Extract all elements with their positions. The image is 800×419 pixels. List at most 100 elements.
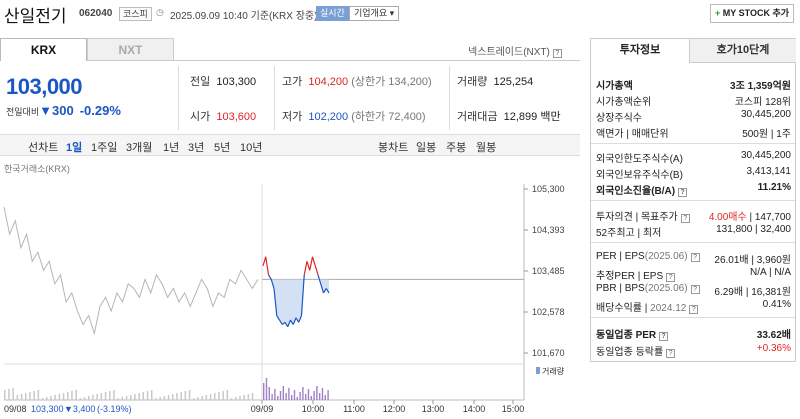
volume-bar-prev <box>41 398 44 400</box>
today-line-segment <box>320 283 325 294</box>
info-row: 시가총액 3조 1,359억원 <box>596 81 791 92</box>
volume-bar-prev <box>16 395 19 400</box>
candle-chart-label[interactable]: 봉차트 <box>378 142 409 154</box>
volume-bar-prev <box>146 391 149 400</box>
help-icon[interactable]: ? <box>690 285 700 294</box>
volume-bar-prev <box>134 394 136 400</box>
today-line-segment <box>267 274 272 280</box>
y-tick-label: 103,485 <box>532 266 565 276</box>
volume-bar-prev <box>218 392 220 400</box>
period-10y[interactable]: 10년 <box>240 142 263 154</box>
today-line-segment <box>265 256 270 275</box>
today-line-segment <box>306 261 311 271</box>
volume-bar-prev <box>117 398 119 400</box>
volume-bar-today <box>277 396 279 400</box>
divider <box>591 200 795 201</box>
volume-legend-marker <box>536 367 540 374</box>
x-tick-label: 11:00 <box>343 404 365 414</box>
today-line-segment <box>273 288 278 316</box>
today-line-segment <box>278 319 283 325</box>
info-row: 액면가 | 매매단위 500원 | 1주 <box>596 129 791 140</box>
help-icon[interactable]: ? <box>552 49 562 58</box>
info-row: 상장주식수 30,445,200 <box>596 109 791 124</box>
period-5y[interactable]: 5년 <box>214 142 231 154</box>
divider <box>591 242 795 243</box>
volume-bar-today <box>265 378 268 400</box>
volume-bar-prev <box>180 392 182 400</box>
info-row: 외국인한도주식수(A) 30,445,200 <box>596 150 791 165</box>
volume-bar-prev <box>235 397 237 400</box>
volume-bar-prev <box>92 395 94 400</box>
market-badge: 코스피 <box>119 7 152 21</box>
help-icon[interactable]: ? <box>659 332 669 341</box>
volume-bar-prev <box>205 395 208 400</box>
divider <box>591 317 795 318</box>
help-icon[interactable]: ? <box>690 253 700 262</box>
volume-bar-prev <box>159 397 161 400</box>
volume-bar-prev <box>184 391 187 400</box>
volume-bar-prev <box>46 397 48 400</box>
volume-bar-today <box>263 383 265 400</box>
x-tick-label: 12:00 <box>383 404 406 414</box>
line-chart-label[interactable]: 선차트 <box>28 142 59 154</box>
volume-bar-prev <box>155 398 157 400</box>
volume-bar-prev <box>79 398 82 400</box>
corp-info-button[interactable]: 기업개요 ▾ <box>349 6 400 21</box>
nxt-link[interactable]: 넥스트레이드(NXT)? <box>468 43 562 58</box>
tab-orderbook[interactable]: 호가10단계 <box>690 39 796 63</box>
open-price: 시가 103,600 <box>190 111 257 123</box>
divider <box>449 66 450 130</box>
period-3y[interactable]: 3년 <box>188 142 205 154</box>
info-row: 투자의견 | 목표주가? 4.00매수 | 147,700 <box>596 212 791 223</box>
x-tick-label: 09/09 <box>251 404 274 414</box>
today-line-segment <box>295 317 300 323</box>
y-tick-label: 104,393 <box>532 225 565 235</box>
x-tick-label: 13:00 <box>422 404 445 414</box>
help-icon[interactable]: ? <box>666 349 676 358</box>
volume-bar-prev <box>8 389 10 400</box>
candle-monthly[interactable]: 월봉 <box>476 142 497 154</box>
current-price: 103,000 <box>6 74 83 99</box>
period-1w[interactable]: 1주일 <box>91 142 118 154</box>
volume-bar-prev <box>54 395 56 400</box>
volume-bar-today <box>310 396 312 400</box>
volume-bar-prev <box>176 393 178 400</box>
volume-bar-prev <box>243 395 245 400</box>
price-chart[interactable]: 한국거래소(KRX) 105,300 104,393 103,485 102,578 1… <box>0 160 580 419</box>
tab-krx[interactable]: KRX <box>0 38 87 61</box>
info-row: 시가총액순위 코스피 128위 <box>596 97 791 108</box>
volume-bar-prev <box>20 394 23 400</box>
help-icon[interactable]: ? <box>689 305 699 314</box>
volume-bar-prev <box>109 391 111 400</box>
today-line-segment <box>270 279 275 289</box>
volume-bar-prev <box>113 390 115 400</box>
volume-bar-today <box>274 389 276 400</box>
volume-bar-today <box>279 391 282 400</box>
period-1y[interactable]: 1년 <box>163 142 180 154</box>
volume-bar-today <box>293 390 296 400</box>
today-line-segment <box>276 315 281 321</box>
volume-bar-today <box>313 391 315 400</box>
volume-bar-prev <box>251 393 254 400</box>
y-tick-label: 105,300 <box>532 184 565 194</box>
help-icon[interactable]: ? <box>666 273 676 282</box>
tab-nxt[interactable]: NXT <box>87 38 174 61</box>
quote-time: 2025.09.09 10:40 기준(KRX 장중) <box>170 11 318 22</box>
volume-legend-label: 거래량 <box>542 366 565 376</box>
today-line-segment <box>287 319 292 328</box>
today-line-segment <box>289 319 294 325</box>
realtime-badge[interactable]: 실시간 <box>316 6 349 21</box>
volume-bar-prev <box>37 390 40 400</box>
candle-weekly[interactable]: 주봉 <box>446 142 467 154</box>
info-row: 동일업종 등락률? +0.36% <box>596 343 791 358</box>
period-3m[interactable]: 3개월 <box>126 142 153 154</box>
candle-daily[interactable]: 일봉 <box>416 142 437 154</box>
tab-invest-info[interactable]: 투자정보 <box>591 39 690 63</box>
volume-bar-prev <box>12 388 14 400</box>
help-icon[interactable]: ? <box>680 214 690 223</box>
period-1d[interactable]: 1일 <box>66 142 83 154</box>
add-my-stock-button[interactable]: + MY STOCK 추가 <box>710 4 794 23</box>
chart-source-label: 한국거래소(KRX) <box>4 164 70 174</box>
info-row: 외국인소진율(B/A)? 11.21% <box>596 182 791 197</box>
help-icon[interactable]: ? <box>678 188 688 197</box>
